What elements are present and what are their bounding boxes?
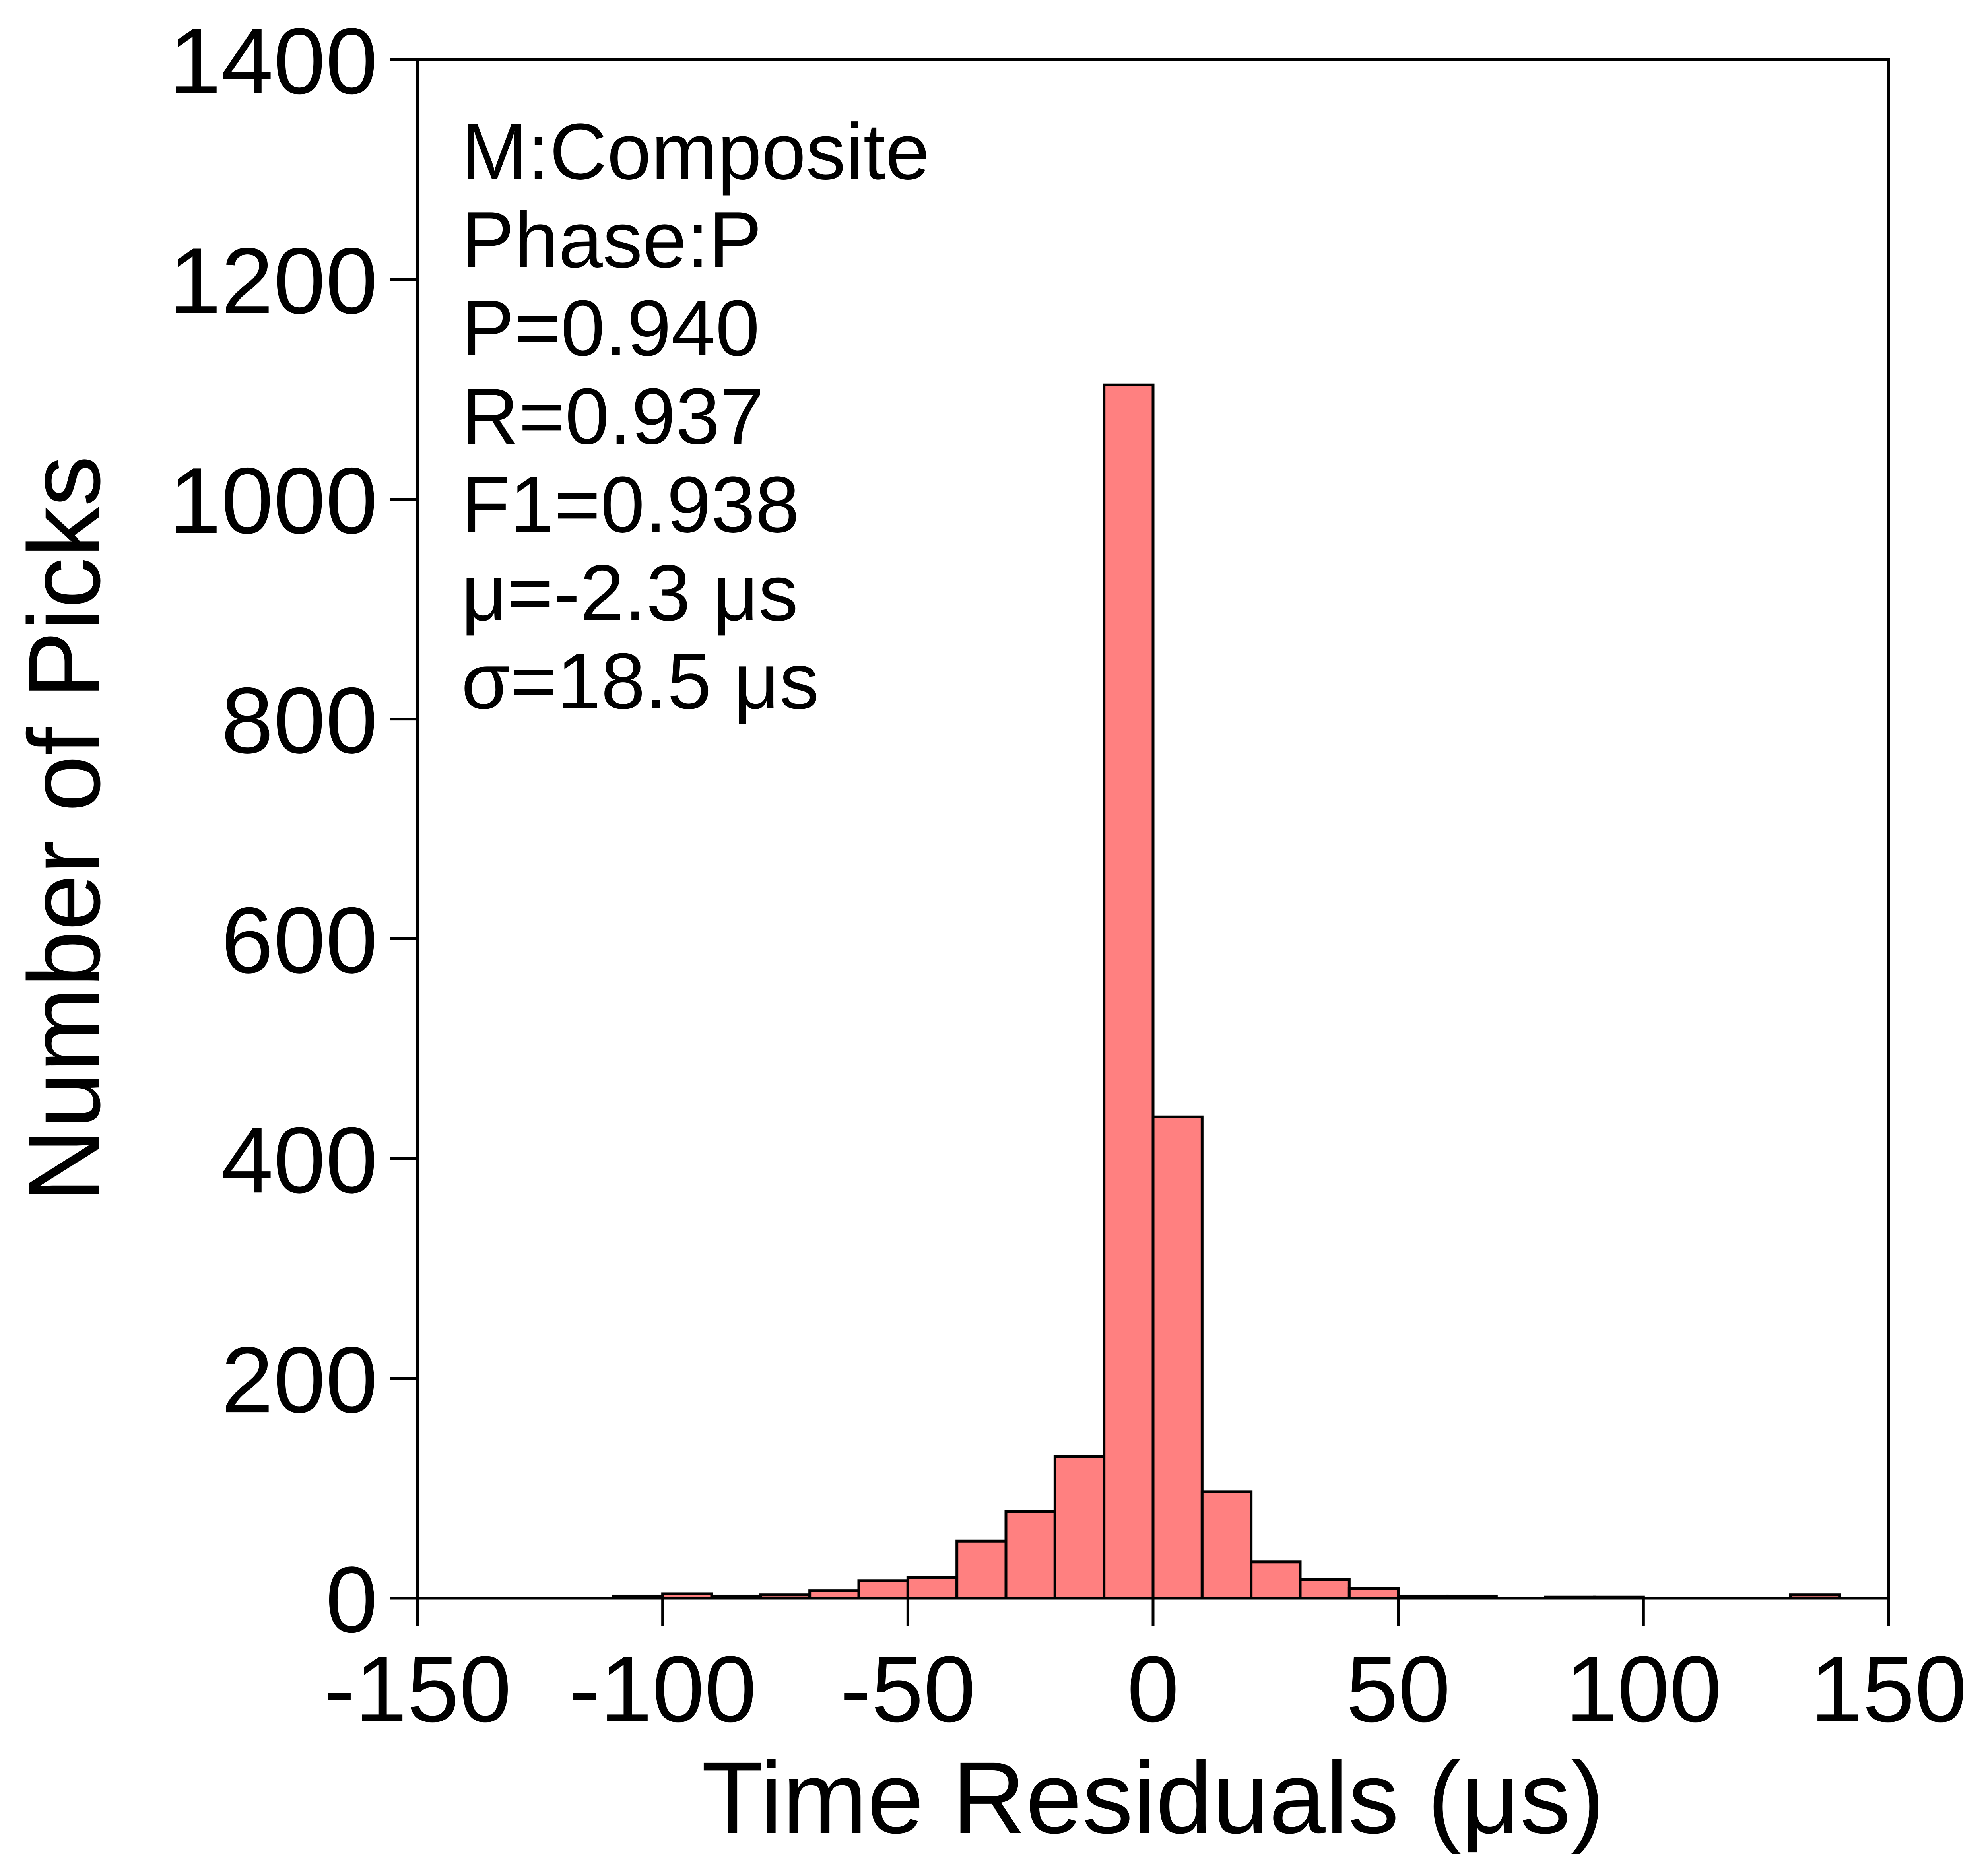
histogram-bar <box>1004 1510 1056 1600</box>
x-tick-label: -150 <box>324 1637 511 1742</box>
annotation-line: Phase:P <box>461 196 762 284</box>
y-tick-label: 800 <box>221 668 378 773</box>
annotation-line: R=0.937 <box>461 372 764 461</box>
histogram-bar <box>955 1539 1008 1600</box>
annotation-line: σ=18.5 μs <box>461 637 819 726</box>
y-tick-label: 1000 <box>169 448 378 553</box>
y-tick-label: 0 <box>326 1547 378 1652</box>
histogram-bar <box>1347 1587 1400 1600</box>
annotation-box: M:CompositePhase:PP=0.940R=0.937F1=0.938… <box>461 107 930 726</box>
y-tick-label: 1400 <box>169 9 378 114</box>
annotation-line: P=0.940 <box>461 284 760 373</box>
histogram-bar <box>1200 1490 1253 1600</box>
y-axis-label: Number of Picks <box>8 456 121 1202</box>
x-tick-label: 150 <box>1810 1637 1967 1742</box>
annotation-line: F1=0.938 <box>461 460 800 549</box>
y-tick-label: 1200 <box>169 229 378 334</box>
annotation-line: M:Composite <box>461 107 930 196</box>
x-tick-label: 100 <box>1565 1637 1722 1742</box>
y-tick-label: 600 <box>221 888 378 993</box>
axis-labels: Time Residuals (μs) Number of Picks <box>8 456 1605 1855</box>
x-tick-label: 50 <box>1346 1637 1450 1742</box>
histogram-bar <box>1103 383 1155 1600</box>
x-tick-label: 0 <box>1127 1637 1179 1742</box>
ticks: -150 -100 -50 0 50 100 150 0 200 400 600 800 1000 120… <box>169 9 1967 1742</box>
y-tick-label: 200 <box>221 1328 378 1432</box>
annotation-line: μ=-2.3 μs <box>461 549 798 637</box>
histogram-bar <box>906 1576 959 1600</box>
x-tick-label: -100 <box>569 1637 756 1742</box>
histogram-bar <box>1151 1115 1204 1600</box>
x-axis-label: Time Residuals (μs) <box>701 1741 1605 1855</box>
histogram-bar <box>857 1579 909 1600</box>
y-tick-label: 400 <box>221 1108 378 1213</box>
histogram-bars <box>612 383 1841 1600</box>
x-tick-label: -50 <box>840 1637 976 1742</box>
histogram-bar <box>1299 1578 1351 1600</box>
histogram-bar <box>1053 1455 1106 1600</box>
histogram-bar <box>1250 1560 1302 1600</box>
